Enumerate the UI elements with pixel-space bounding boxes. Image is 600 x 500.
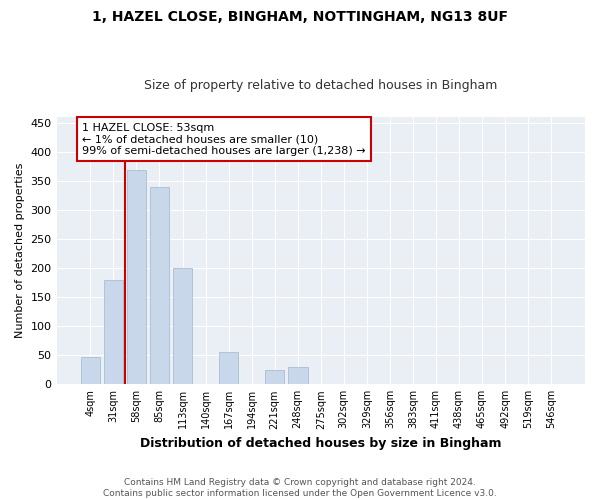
Bar: [288, 367, 308, 384]
Text: 1, HAZEL CLOSE, BINGHAM, NOTTINGHAM, NG13 8UF: 1, HAZEL CLOSE, BINGHAM, NOTTINGHAM, NG1…: [92, 10, 508, 24]
Text: Contains HM Land Registry data © Crown copyright and database right 2024.
Contai: Contains HM Land Registry data © Crown c…: [103, 478, 497, 498]
Bar: [104, 280, 123, 384]
Y-axis label: Number of detached properties: Number of detached properties: [15, 163, 25, 338]
Bar: [127, 170, 146, 384]
Text: 1 HAZEL CLOSE: 53sqm
← 1% of detached houses are smaller (10)
99% of semi-detach: 1 HAZEL CLOSE: 53sqm ← 1% of detached ho…: [82, 122, 366, 156]
Bar: [265, 370, 284, 384]
Bar: [173, 268, 193, 384]
Bar: [80, 357, 100, 384]
Bar: [219, 352, 238, 384]
Title: Size of property relative to detached houses in Bingham: Size of property relative to detached ho…: [144, 79, 497, 92]
Bar: [149, 186, 169, 384]
X-axis label: Distribution of detached houses by size in Bingham: Distribution of detached houses by size …: [140, 437, 502, 450]
